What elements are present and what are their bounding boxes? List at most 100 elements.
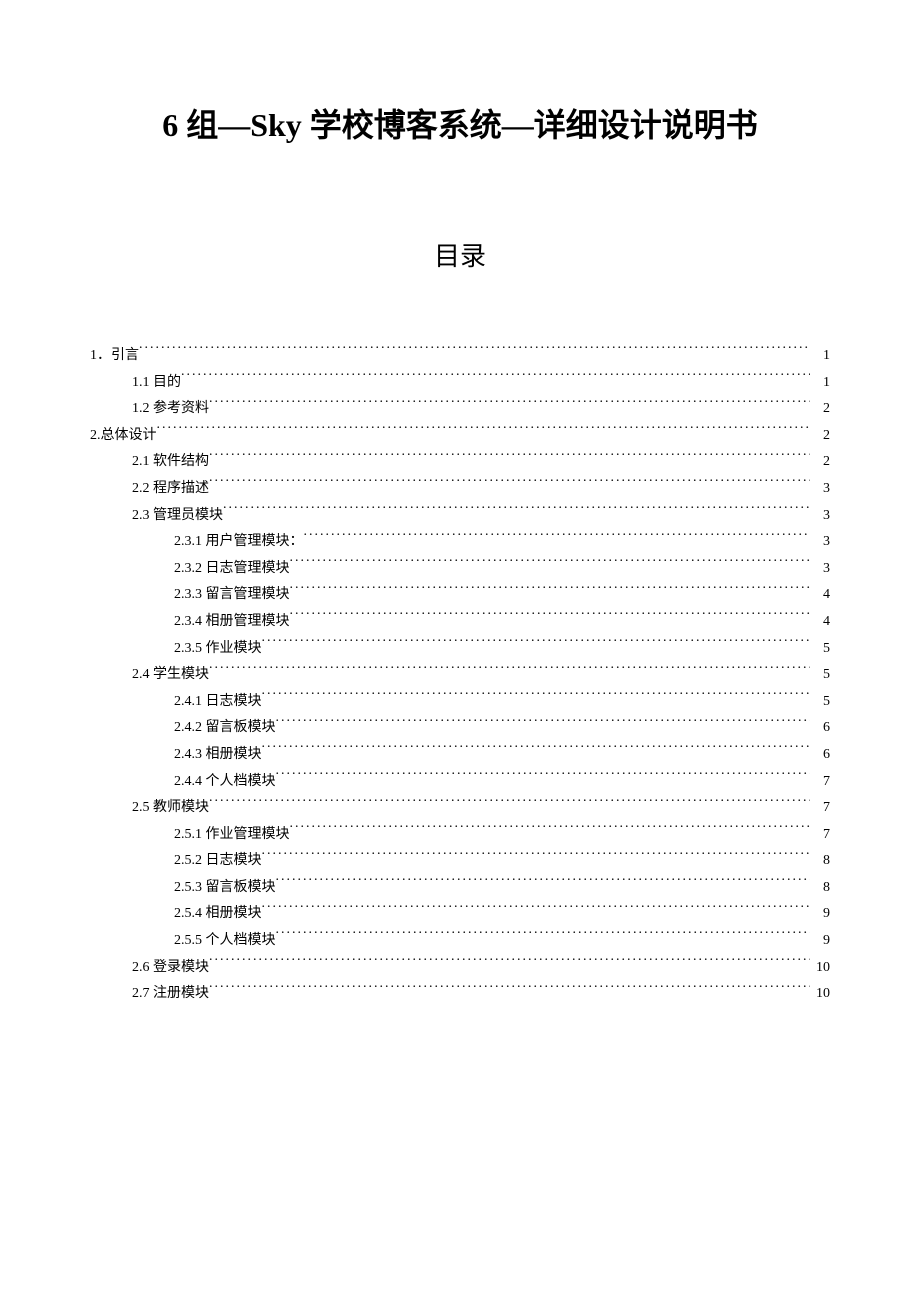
toc-leader-dots (209, 983, 810, 997)
toc-entry-label: 2.3.4 相册管理模块 (174, 609, 290, 636)
toc-leader-dots (262, 903, 811, 917)
toc-leader-dots (262, 850, 811, 864)
toc-entry: 2.4.4 个人档模块 7 (90, 769, 830, 796)
toc-entry: 2.3.2 日志管理模块 3 (90, 556, 830, 583)
toc-leader-dots (209, 797, 810, 811)
toc-leader-dots (139, 345, 810, 359)
toc-entry-label: 2.5.5 个人档模块 (174, 928, 276, 955)
toc-entry: 2.7 注册模块 10 (90, 981, 830, 1008)
toc-entry: 2.5.3 留言板模块 8 (90, 875, 830, 902)
toc-entry: 2.3.3 留言管理模块 4 (90, 582, 830, 609)
toc-leader-dots (276, 717, 811, 731)
toc-entry-label: 2.3.5 作业模块 (174, 636, 262, 663)
toc-entry-page: 3 (810, 476, 830, 503)
toc-entry-label: 2.3.2 日志管理模块 (174, 556, 290, 583)
toc-entry-page: 3 (810, 529, 830, 556)
toc-entry-page: 5 (810, 662, 830, 689)
toc-entry-label: 2.6 登录模块 (132, 955, 209, 982)
toc-entry-label: 1．引言 (90, 343, 139, 370)
toc-entry: 2.3.4 相册管理模块4 (90, 609, 830, 636)
toc-entry-page: 10 (810, 955, 830, 982)
toc-entry: 2.3 管理员模块 3 (90, 503, 830, 530)
toc-entry: 1.1 目的 1 (90, 370, 830, 397)
toc-entry: 2.5.5 个人档模块 9 (90, 928, 830, 955)
toc-entry-page: 7 (810, 795, 830, 822)
toc-entry-page: 2 (810, 423, 830, 450)
toc-leader-dots (209, 398, 810, 412)
toc-entry-label: 2.5.4 相册模块 (174, 901, 262, 928)
toc-title: 目录 (90, 236, 830, 273)
toc-entry-label: 2.4.3 相册模块 (174, 742, 262, 769)
toc-entry: 2.5.1 作业管理模块 7 (90, 822, 830, 849)
toc-entry-page: 8 (810, 875, 830, 902)
toc-entry-label: 2.总体设计 (90, 423, 157, 450)
toc-entry: 1．引言 1 (90, 343, 830, 370)
toc-entry: 2.4.1 日志模块 5 (90, 689, 830, 716)
toc-entry-page: 2 (810, 396, 830, 423)
toc-entry-page: 5 (810, 689, 830, 716)
toc-leader-dots (290, 824, 811, 838)
toc-entry-label: 2.4.4 个人档模块 (174, 769, 276, 796)
toc-leader-dots (290, 558, 811, 572)
toc-entry-page: 1 (810, 343, 830, 370)
toc-leader-dots (262, 691, 811, 705)
main-title: 6 组—Sky 学校博客系统—详细设计说明书 (90, 100, 830, 146)
toc-entry-label: 2.5.3 留言板模块 (174, 875, 276, 902)
toc-leader-dots (276, 930, 811, 944)
table-of-contents: 1．引言11.1 目的11.2 参考资料22.总体设计22.1 软件结构22.2… (90, 343, 830, 1008)
toc-entry-label: 2.2 程序描述 (132, 476, 209, 503)
toc-entry-page: 7 (810, 822, 830, 849)
toc-leader-dots (209, 478, 810, 492)
toc-entry: 2.4 学生模块 5 (90, 662, 830, 689)
toc-entry-page: 9 (810, 928, 830, 955)
toc-entry-page: 3 (810, 503, 830, 530)
toc-entry-label: 2.4 学生模块 (132, 662, 209, 689)
toc-entry-label: 2.1 软件结构 (132, 449, 209, 476)
toc-entry: 2.5.2 日志模块8 (90, 848, 830, 875)
toc-entry: 2.4.3 相册模块 6 (90, 742, 830, 769)
toc-entry-label: 2.3.1 用户管理模块： (174, 529, 304, 556)
toc-entry-label: 2.3.3 留言管理模块 (174, 582, 290, 609)
toc-entry-page: 10 (810, 981, 830, 1008)
toc-entry-label: 2.7 注册模块 (132, 981, 209, 1008)
toc-entry-label: 1.2 参考资料 (132, 396, 209, 423)
toc-entry: 2.3.5 作业模块 5 (90, 636, 830, 663)
toc-leader-dots (276, 771, 811, 785)
toc-entry-label: 2.5 教师模块 (132, 795, 209, 822)
toc-entry-page: 3 (810, 556, 830, 583)
toc-entry: 2.4.2 留言板模块 6 (90, 715, 830, 742)
toc-entry-page: 1 (810, 370, 830, 397)
toc-entry-page: 5 (810, 636, 830, 663)
toc-leader-dots (262, 744, 811, 758)
toc-leader-dots (223, 505, 810, 519)
toc-leader-dots (290, 611, 811, 625)
toc-leader-dots (181, 372, 810, 386)
toc-leader-dots (209, 664, 810, 678)
toc-entry: 1.2 参考资料 2 (90, 396, 830, 423)
toc-entry-label: 1.1 目的 (132, 370, 181, 397)
toc-entry-page: 6 (810, 742, 830, 769)
toc-entry: 2.2 程序描述 3 (90, 476, 830, 503)
toc-entry: 2.6 登录模块 10 (90, 955, 830, 982)
toc-entry-label: 2.5.1 作业管理模块 (174, 822, 290, 849)
toc-entry-label: 2.4.1 日志模块 (174, 689, 262, 716)
toc-entry: 2.5.4 相册模块 9 (90, 901, 830, 928)
toc-entry-label: 2.5.2 日志模块 (174, 848, 262, 875)
toc-entry-label: 2.4.2 留言板模块 (174, 715, 276, 742)
toc-leader-dots (157, 425, 811, 439)
toc-entry-page: 6 (810, 715, 830, 742)
toc-leader-dots (209, 957, 810, 971)
toc-entry-page: 7 (810, 769, 830, 796)
toc-entry: 2.1 软件结构 2 (90, 449, 830, 476)
toc-entry: 2.5 教师模块 7 (90, 795, 830, 822)
toc-entry-page: 4 (810, 582, 830, 609)
toc-leader-dots (276, 877, 811, 891)
toc-leader-dots (290, 584, 811, 598)
toc-entry-page: 9 (810, 901, 830, 928)
toc-leader-dots (262, 638, 811, 652)
toc-entry-label: 2.3 管理员模块 (132, 503, 223, 530)
toc-leader-dots (304, 531, 811, 545)
toc-entry-page: 2 (810, 449, 830, 476)
toc-entry: 2.总体设计 2 (90, 423, 830, 450)
toc-entry: 2.3.1 用户管理模块： 3 (90, 529, 830, 556)
